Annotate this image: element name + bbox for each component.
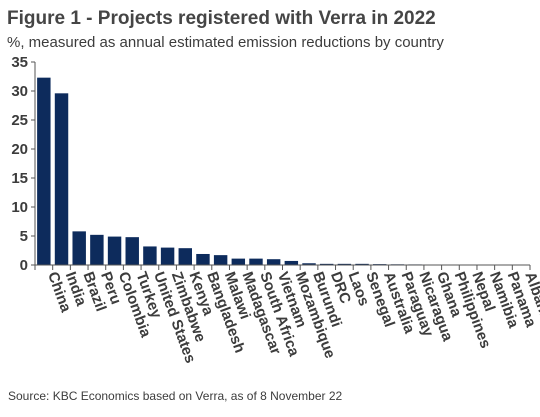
y-tick-label: 10 — [11, 199, 28, 216]
bar-turkey — [125, 237, 139, 265]
bar-malawi — [213, 255, 228, 265]
y-tick-label: 15 — [11, 170, 28, 187]
bar-united-states — [143, 246, 157, 265]
bar-colombia — [107, 236, 122, 265]
y-axis: 0 5 10 15 20 25 30 35 — [11, 54, 36, 274]
y-tick-label: 25 — [11, 112, 28, 129]
chart-title: Figure 1 - Projects registered with Verr… — [7, 8, 436, 29]
y-tick-label: 5 — [20, 228, 28, 245]
bar-brazil — [72, 231, 86, 265]
bars — [37, 77, 528, 265]
bar-india — [54, 93, 69, 265]
y-tick-label: 0 — [20, 257, 28, 274]
bar-zimbabwe — [160, 247, 175, 265]
y-tick-label: 20 — [11, 141, 28, 158]
bar-mozambique — [284, 260, 299, 265]
bar-kenya — [178, 248, 192, 265]
bar-chart: 0 5 10 15 20 25 30 35 ChinaIndiaBrazilPeruColom… — [11, 54, 540, 365]
source-note: Source: KBC Economics based on Verra, as… — [8, 389, 343, 403]
bar-burundi — [302, 263, 316, 265]
bar-south-africa — [249, 258, 263, 265]
y-tick-label: 30 — [11, 83, 28, 100]
bar-bangladesh — [196, 253, 210, 265]
bar-china — [37, 77, 51, 265]
bar-drc — [319, 263, 334, 265]
x-axis: ChinaIndiaBrazilPeruColombiaTurkeyUnited… — [34, 264, 540, 365]
y-tick-label: 35 — [11, 54, 28, 71]
bar-vietnam — [266, 259, 281, 265]
bar-laos — [337, 263, 352, 265]
bar-peru — [90, 234, 104, 265]
bar-senegal — [355, 263, 369, 265]
chart-subtitle: %, measured as annual estimated emission… — [7, 34, 444, 51]
bar-madagascar — [231, 258, 246, 265]
